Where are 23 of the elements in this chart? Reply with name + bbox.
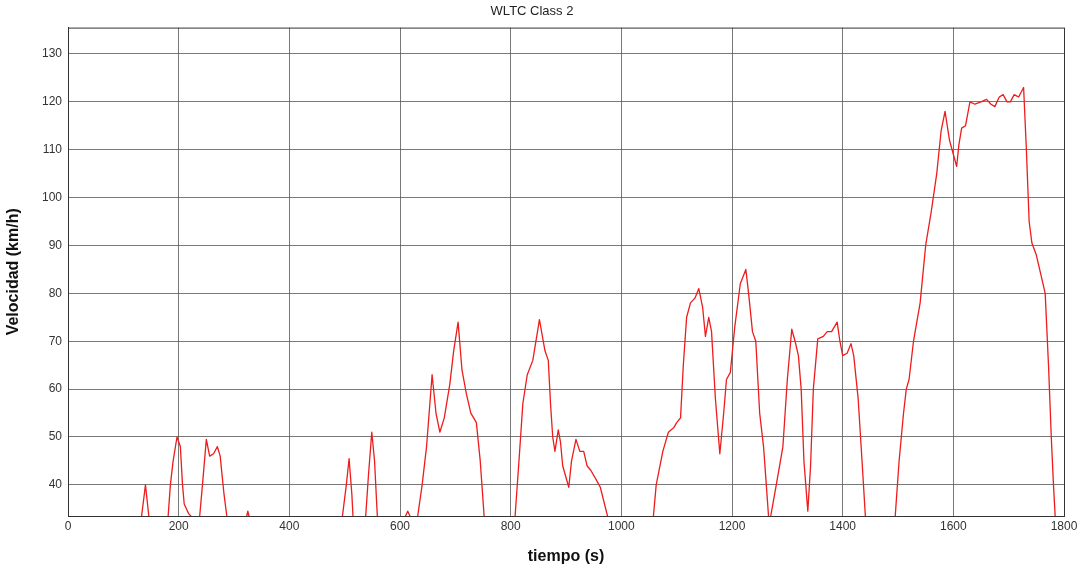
x-tick-label: 800 xyxy=(500,518,521,533)
y-tick-label: 40 xyxy=(48,477,63,492)
x-tick-label: 0 xyxy=(64,518,72,533)
y-tick-label: 80 xyxy=(48,285,63,300)
y-tick-label: 90 xyxy=(48,237,63,252)
x-tick-label: 1000 xyxy=(607,518,635,533)
y-tick-label: 70 xyxy=(48,333,63,348)
x-tick-label: 1400 xyxy=(829,518,857,533)
y-tick-label: 60 xyxy=(48,381,63,396)
y-tick-label: 130 xyxy=(41,46,63,61)
y-tick-label: 50 xyxy=(48,429,63,444)
y-tick-label: 110 xyxy=(42,142,63,157)
y-tick-label: 100 xyxy=(41,189,63,204)
y-tick-label: 120 xyxy=(41,94,63,109)
x-tick-label: 200 xyxy=(168,518,189,533)
y-axis-title: Velocidad (km/h) xyxy=(4,208,22,336)
chart-title: WLTC Class 2 xyxy=(490,3,574,19)
x-axis-title: tiempo (s) xyxy=(527,546,605,564)
x-tick-label: 1800 xyxy=(1050,518,1078,533)
x-tick-label: 400 xyxy=(279,518,300,533)
x-tick-label: 1200 xyxy=(718,518,746,533)
x-tick-label: 1600 xyxy=(939,518,967,533)
x-tick-label: 600 xyxy=(389,518,411,533)
